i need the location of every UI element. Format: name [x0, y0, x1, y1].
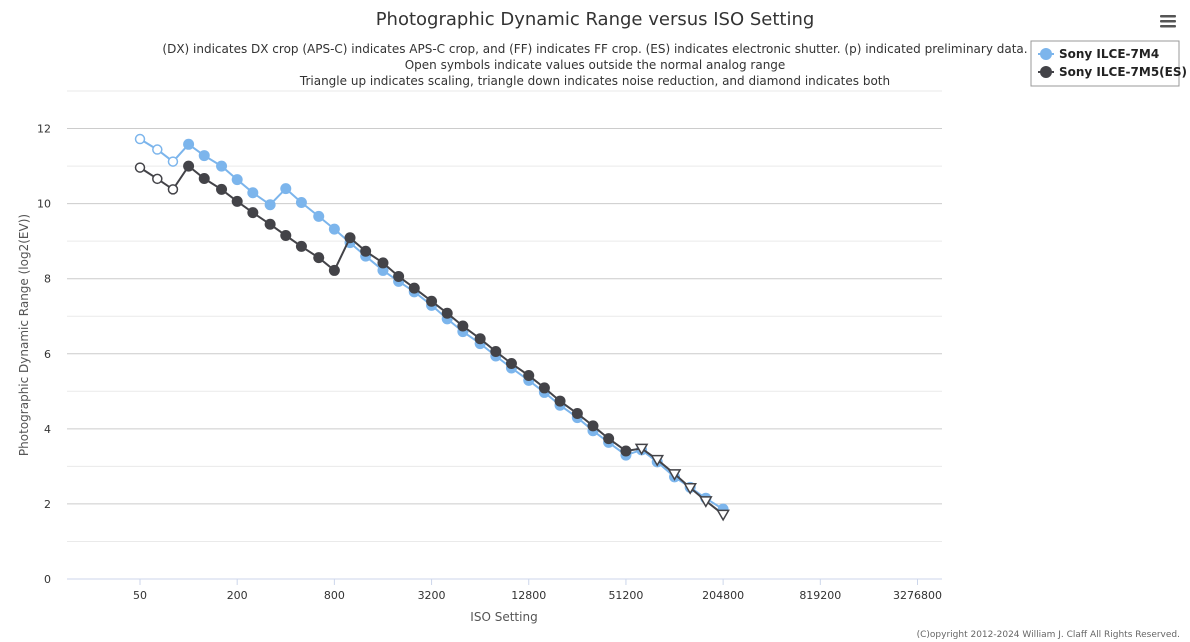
- data-point[interactable]: [231, 174, 243, 186]
- data-point[interactable]: [441, 307, 453, 319]
- chart-subtitle-line-2: Open symbols indicate values outside the…: [405, 58, 786, 72]
- legend-marker-sony-ilce-7m5-es: [1040, 66, 1052, 78]
- data-point[interactable]: [264, 218, 276, 230]
- legend-marker-sony-ilce-7m4: [1040, 48, 1052, 60]
- data-point[interactable]: [587, 420, 599, 432]
- data-point[interactable]: [216, 160, 228, 172]
- data-point-triangle-down[interactable]: [716, 509, 730, 522]
- data-point[interactable]: [344, 232, 356, 244]
- data-point-open[interactable]: [167, 156, 179, 167]
- x-tick-label: 3276800: [893, 589, 942, 602]
- data-point-triangle-down[interactable]: [634, 443, 649, 456]
- data-point[interactable]: [393, 270, 405, 282]
- data-point[interactable]: [620, 445, 632, 457]
- legend: Sony ILCE-7M4 Sony ILCE-7M5(ES): [1030, 40, 1187, 87]
- data-point[interactable]: [264, 199, 276, 211]
- data-point[interactable]: [523, 370, 535, 382]
- data-point[interactable]: [571, 407, 583, 419]
- menu-icon[interactable]: [1156, 10, 1178, 32]
- data-point[interactable]: [198, 172, 210, 184]
- data-point[interactable]: [216, 183, 228, 195]
- data-point-triangle-down[interactable]: [667, 469, 682, 481]
- chart-subtitle-line-3: Triangle up indicates scaling, triangle …: [299, 74, 890, 88]
- axes: 0 2 4 6 8 10 12 50 200 800 3200 12800 51200 204800 819…: [37, 123, 942, 602]
- x-tick-label: 200: [227, 589, 248, 602]
- data-point[interactable]: [280, 183, 292, 195]
- y-axis-title: Photographic Dynamic Range (log2(EV)): [17, 214, 31, 456]
- legend-box: [1030, 40, 1180, 87]
- data-point-triangle-down[interactable]: [650, 454, 665, 467]
- x-tick-label: 800: [324, 589, 345, 602]
- series-sony-ilce-7m5-es: [134, 160, 730, 522]
- y-tick-label: 4: [44, 423, 51, 436]
- data-point[interactable]: [231, 195, 243, 207]
- data-point-triangle-down[interactable]: [683, 483, 697, 495]
- data-point[interactable]: [490, 346, 502, 358]
- x-tick-label: 51200: [608, 589, 643, 602]
- data-point[interactable]: [313, 210, 325, 222]
- series-line: [139, 164, 724, 516]
- data-point[interactable]: [360, 245, 372, 257]
- legend-label-sony-ilce-7m5-es: Sony ILCE-7M5(ES): [1059, 65, 1187, 79]
- data-point[interactable]: [426, 295, 438, 307]
- data-point[interactable]: [505, 358, 517, 370]
- data-point[interactable]: [328, 264, 340, 276]
- x-tick-label: 50: [133, 589, 147, 602]
- copyright-credit: (C)opyright 2012-2024 William J. Claff A…: [917, 630, 1180, 640]
- data-point[interactable]: [457, 320, 469, 332]
- y-tick-label: 6: [44, 348, 51, 361]
- data-point[interactable]: [603, 433, 615, 445]
- chart-title: Photographic Dynamic Range versus ISO Se…: [376, 9, 815, 30]
- data-point[interactable]: [554, 395, 566, 407]
- data-point[interactable]: [328, 223, 340, 235]
- data-point[interactable]: [280, 230, 292, 242]
- series-layer: [134, 133, 730, 522]
- data-point[interactable]: [247, 187, 259, 199]
- x-axis-title: ISO Setting: [470, 610, 537, 624]
- y-tick-label: 0: [44, 573, 51, 586]
- data-point-open[interactable]: [167, 184, 179, 195]
- y-tick-label: 8: [44, 273, 51, 286]
- chart-subtitle-line-1: (DX) indicates DX crop (APS-C) indicates…: [162, 42, 1027, 56]
- data-point[interactable]: [198, 150, 210, 162]
- y-tick-label: 2: [44, 498, 51, 511]
- data-point-open[interactable]: [152, 144, 163, 155]
- grid-lines: [67, 90, 942, 542]
- data-point[interactable]: [474, 333, 486, 345]
- data-point[interactable]: [247, 207, 259, 219]
- legend-item-sony-ilce-7m5-es[interactable]: Sony ILCE-7M5(ES): [1038, 65, 1187, 79]
- legend-label-sony-ilce-7m4: Sony ILCE-7M4: [1059, 47, 1159, 61]
- data-point-open[interactable]: [152, 173, 163, 185]
- data-point[interactable]: [377, 257, 389, 269]
- data-point-open[interactable]: [134, 162, 146, 173]
- data-point[interactable]: [408, 282, 420, 294]
- x-tick-label: 12800: [511, 589, 546, 602]
- legend-item-sony-ilce-7m4[interactable]: Sony ILCE-7M4: [1038, 47, 1159, 61]
- x-tick-label: 204800: [702, 589, 744, 602]
- data-point[interactable]: [183, 160, 195, 172]
- data-point[interactable]: [295, 240, 307, 252]
- data-point[interactable]: [538, 382, 550, 394]
- data-point-open[interactable]: [134, 133, 146, 145]
- data-point-triangle-down[interactable]: [699, 496, 713, 508]
- data-point[interactable]: [313, 252, 325, 264]
- data-point[interactable]: [183, 138, 195, 150]
- y-tick-label: 10: [37, 198, 51, 211]
- x-tick-label: 3200: [418, 589, 446, 602]
- y-tick-label: 12: [37, 123, 51, 136]
- data-point[interactable]: [295, 196, 307, 208]
- x-tick-label: 819200: [799, 589, 841, 602]
